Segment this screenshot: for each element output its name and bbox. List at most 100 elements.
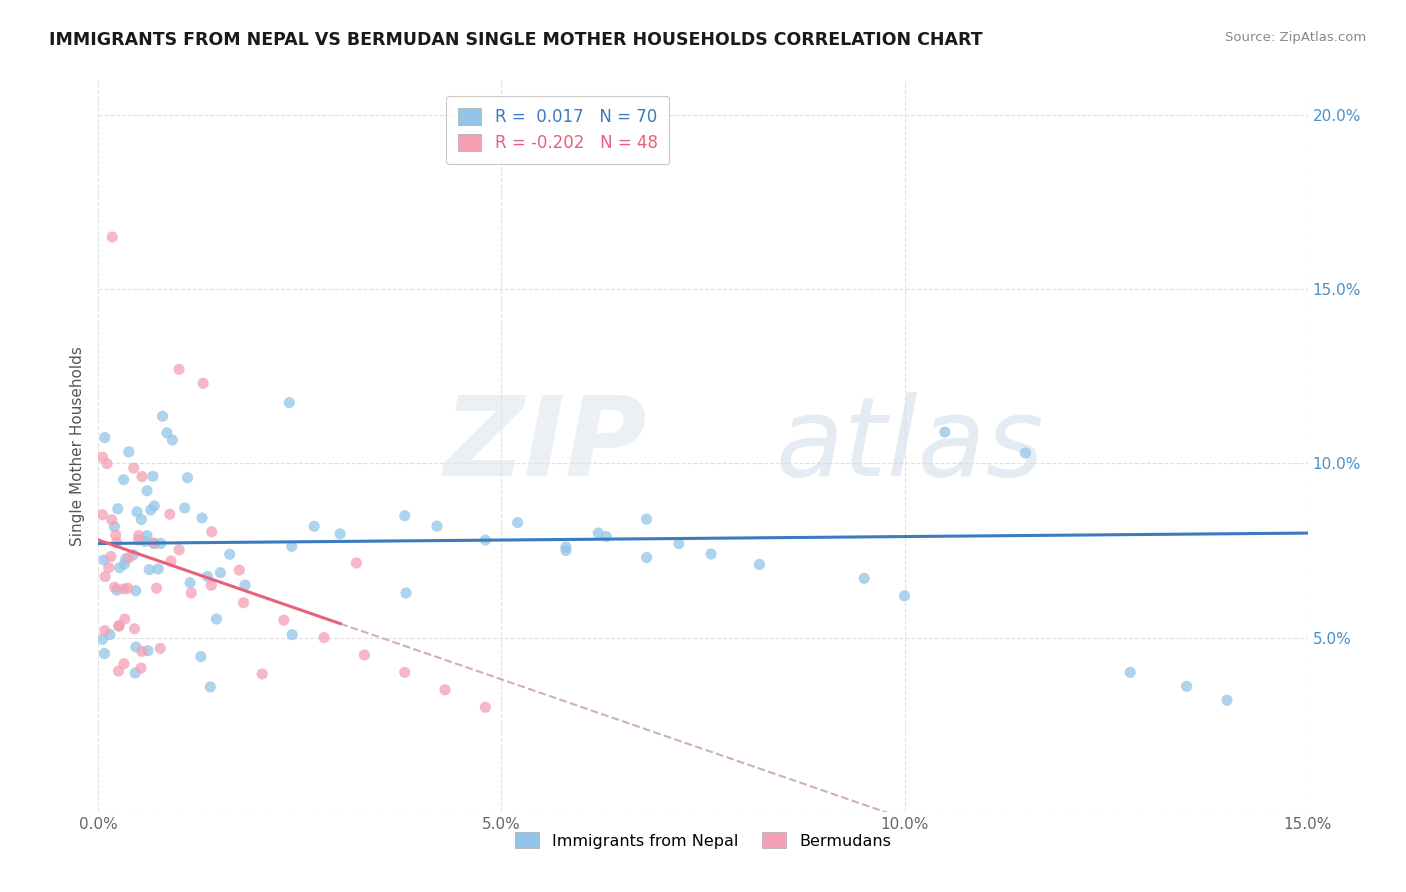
Point: [149, 641, 172, 656]
Point: [700, 547, 723, 561]
Point: [162, 433, 184, 447]
Point: [506, 516, 529, 530]
Point: [1014, 446, 1036, 460]
Point: [1175, 679, 1198, 693]
Point: [200, 578, 222, 592]
Point: [131, 512, 153, 526]
Point: [636, 512, 658, 526]
Point: [98, 627, 121, 641]
Point: [124, 622, 146, 636]
Point: [668, 536, 690, 550]
Point: [893, 589, 915, 603]
Point: [555, 540, 578, 554]
Point: [134, 534, 156, 549]
Point: [193, 376, 215, 391]
Point: [100, 549, 122, 564]
Point: [122, 548, 145, 562]
Point: [474, 533, 496, 547]
Point: [190, 649, 212, 664]
Point: [107, 501, 129, 516]
Point: [209, 566, 232, 580]
Point: [200, 680, 222, 694]
Y-axis label: Single Mother Households: Single Mother Households: [69, 346, 84, 546]
Point: [93, 647, 115, 661]
Point: [94, 431, 117, 445]
Point: [114, 557, 136, 571]
Point: [103, 519, 125, 533]
Point: [394, 508, 416, 523]
Point: [138, 563, 160, 577]
Point: [302, 519, 325, 533]
Point: [314, 631, 336, 645]
Point: [1216, 693, 1239, 707]
Point: [156, 425, 179, 440]
Point: [218, 547, 240, 561]
Point: [125, 640, 148, 654]
Point: [278, 395, 301, 409]
Point: [118, 550, 141, 565]
Point: [131, 469, 153, 483]
Point: [112, 473, 135, 487]
Point: [131, 644, 153, 658]
Point: [129, 661, 152, 675]
Point: [105, 535, 128, 549]
Point: [176, 471, 198, 485]
Point: [167, 542, 190, 557]
Point: [94, 569, 117, 583]
Point: [233, 578, 256, 592]
Point: [146, 562, 169, 576]
Point: [142, 536, 165, 550]
Point: [145, 581, 167, 595]
Point: [124, 665, 146, 680]
Point: [180, 586, 202, 600]
Point: [173, 500, 195, 515]
Point: [108, 619, 131, 633]
Point: [395, 586, 418, 600]
Point: [107, 664, 129, 678]
Point: [93, 553, 115, 567]
Point: [394, 665, 416, 680]
Point: [128, 533, 150, 547]
Point: [179, 575, 201, 590]
Point: [135, 529, 157, 543]
Point: [142, 469, 165, 483]
Point: [586, 526, 609, 541]
Point: [934, 425, 956, 439]
Point: [114, 551, 136, 566]
Point: [94, 624, 117, 638]
Point: [636, 550, 658, 565]
Point: [136, 643, 159, 657]
Point: [112, 582, 135, 596]
Point: [108, 561, 131, 575]
Point: [205, 612, 228, 626]
Point: [125, 505, 148, 519]
Point: [281, 540, 304, 554]
Point: [100, 513, 122, 527]
Point: [1119, 665, 1142, 680]
Point: [125, 583, 148, 598]
Point: [273, 613, 295, 627]
Point: [143, 536, 166, 550]
Point: [748, 558, 770, 572]
Point: [250, 667, 273, 681]
Point: [201, 524, 224, 539]
Point: [152, 409, 174, 424]
Point: [281, 627, 304, 641]
Point: [104, 580, 127, 594]
Text: IMMIGRANTS FROM NEPAL VS BERMUDAN SINGLE MOTHER HOUSEHOLDS CORRELATION CHART: IMMIGRANTS FROM NEPAL VS BERMUDAN SINGLE…: [49, 31, 983, 49]
Point: [426, 519, 449, 533]
Point: [329, 526, 352, 541]
Text: atlas: atlas: [776, 392, 1045, 500]
Point: [195, 569, 218, 583]
Point: [159, 507, 181, 521]
Point: [136, 483, 159, 498]
Point: [167, 362, 190, 376]
Point: [91, 508, 114, 522]
Point: [91, 632, 114, 647]
Point: [434, 682, 457, 697]
Point: [117, 581, 139, 595]
Point: [91, 450, 114, 464]
Point: [128, 528, 150, 542]
Point: [853, 571, 876, 585]
Point: [96, 457, 118, 471]
